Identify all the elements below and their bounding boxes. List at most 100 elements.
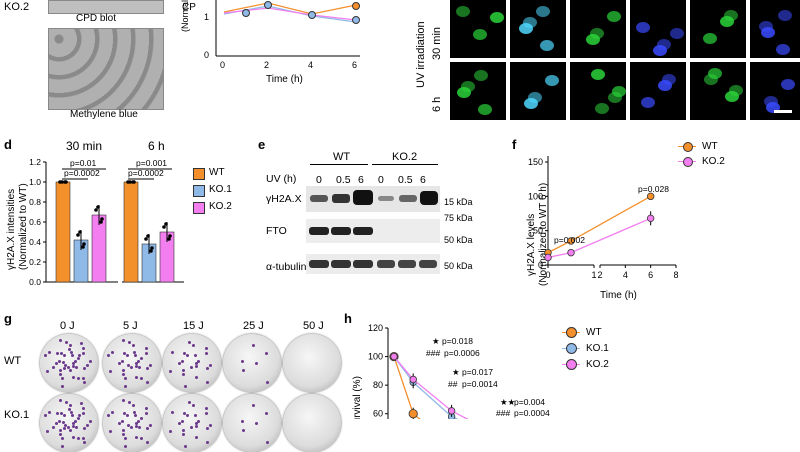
- nucleus: [461, 81, 475, 92]
- g-colony: [68, 369, 72, 373]
- g-dose-label: 50 J: [303, 320, 324, 332]
- g-colony: [111, 350, 115, 354]
- microscopy-tile: [510, 62, 566, 120]
- g-colony: [57, 359, 61, 363]
- cpd-line-wt: [223, 2, 357, 15]
- g-colony: [169, 430, 173, 434]
- d-datapoint: [149, 249, 153, 253]
- g-colony: [106, 353, 110, 357]
- g-colony: [180, 419, 184, 423]
- nucleus: [776, 44, 790, 55]
- f-ytick-label: 0: [538, 260, 543, 270]
- nucleus: [636, 22, 650, 33]
- g-colony: [59, 372, 63, 376]
- g-colony: [43, 353, 47, 357]
- g-colony: [145, 366, 149, 370]
- nucleus: [523, 17, 537, 28]
- e-group-line-wt: [310, 164, 368, 165]
- f-point: [567, 248, 575, 257]
- d-datapoint: [100, 217, 104, 221]
- g-colony: [62, 366, 66, 370]
- d-datapoint: [63, 180, 67, 184]
- nucleus: [729, 85, 743, 96]
- f-point: [544, 253, 552, 262]
- g-colony: [169, 370, 173, 374]
- g-colony: [190, 426, 194, 430]
- g-colony: [252, 343, 256, 347]
- g-dose-label: 5 J: [123, 320, 138, 332]
- g-colony: [123, 437, 127, 441]
- nucleus: [703, 33, 717, 44]
- panel-h-legend: WT KO.1 KO.2: [562, 326, 642, 374]
- g-colony: [127, 400, 131, 404]
- d-datapoint: [167, 237, 171, 241]
- h-point: [409, 375, 417, 384]
- e-marker-15: 15 kDa: [444, 197, 473, 207]
- g-colony: [122, 428, 126, 432]
- g-colony: [132, 410, 136, 414]
- g-colony: [69, 403, 73, 407]
- g-colony: [109, 370, 113, 374]
- legend-label: WT: [209, 167, 225, 178]
- g-colony: [242, 428, 246, 432]
- nucleus: [474, 70, 488, 81]
- e-lane-label: 0: [316, 174, 322, 186]
- g-colony: [59, 338, 63, 342]
- g-colony: [171, 350, 175, 354]
- g-colony: [138, 425, 142, 429]
- g-colony: [57, 419, 61, 423]
- e-marker-50a: 50 kDa: [444, 235, 473, 245]
- panel-h-letter: h: [344, 311, 352, 326]
- panel-f-letter: f: [512, 137, 517, 152]
- g-colony: [61, 360, 65, 364]
- h-point: [390, 352, 398, 361]
- g-row-ko1: KO.1: [4, 409, 30, 421]
- e-marker-50b: 50 kDa: [444, 261, 473, 271]
- e-lane-label: 6: [358, 174, 364, 186]
- f-xtick-label: 1: [591, 270, 596, 280]
- g-colony: [145, 441, 149, 445]
- h-legend-label: KO.1: [586, 343, 609, 354]
- g-colony: [109, 430, 113, 434]
- g-colony: [74, 359, 78, 363]
- panel-g-letter: g: [4, 311, 12, 326]
- h-point: [408, 409, 418, 419]
- nucleus: [607, 11, 621, 22]
- panel-d-ylabel: γH2A.X intensities: [6, 189, 17, 270]
- g-colony: [67, 347, 71, 351]
- g-colony: [205, 366, 209, 370]
- e-lane-label: 0: [378, 174, 384, 186]
- g-colony: [59, 368, 63, 372]
- g-colony: [81, 352, 85, 356]
- uv-labels: UV irradiation 30 min 6 h: [415, 21, 443, 112]
- g-colony: [81, 436, 85, 440]
- cpd-ylabel-norm: (Normaliz: [180, 0, 190, 32]
- h-ytick-label: 120: [368, 323, 383, 333]
- g-colony: [61, 444, 65, 448]
- g-colony: [52, 425, 56, 429]
- e-lane-label: 0.5: [398, 174, 413, 186]
- g-colony: [130, 366, 134, 370]
- g-colony: [59, 428, 63, 432]
- g-colony: [117, 362, 121, 366]
- d-datapoint: [82, 242, 86, 246]
- g-colony: [132, 350, 136, 354]
- cpd-point: [352, 16, 360, 24]
- nucleus: [781, 79, 795, 90]
- d-datapoint: [96, 205, 100, 209]
- nucleus: [708, 68, 722, 79]
- d-datapoint: [76, 233, 80, 237]
- g-colony: [264, 412, 268, 416]
- g-colony: [193, 354, 197, 358]
- g-colony: [265, 381, 269, 385]
- g-colony: [86, 363, 90, 367]
- g-colony: [81, 376, 85, 380]
- legend-label: KO.2: [209, 201, 232, 212]
- legend-label: KO.1: [209, 184, 232, 195]
- g-colony: [63, 413, 67, 417]
- g-colony: [145, 381, 149, 385]
- g-colony: [59, 398, 63, 402]
- d-datapoint: [168, 234, 172, 238]
- g-colony: [205, 426, 209, 430]
- g-colony: [106, 413, 110, 417]
